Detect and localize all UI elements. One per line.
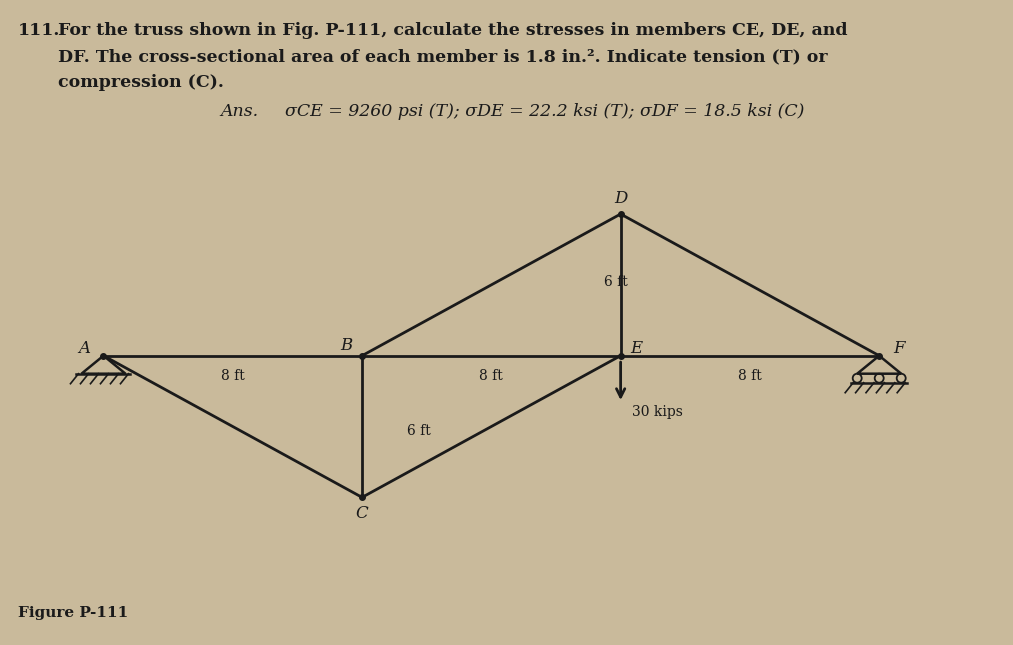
Text: For the truss shown in Fig. P-111, calculate the stresses in members CE, DE, and: For the truss shown in Fig. P-111, calcu… [58, 22, 848, 39]
Text: 6 ft: 6 ft [407, 424, 432, 438]
Text: 111.: 111. [18, 22, 61, 39]
Text: Figure P-111: Figure P-111 [18, 606, 129, 620]
Text: E: E [631, 340, 643, 357]
Text: 8 ft: 8 ft [479, 369, 503, 382]
Text: 30 kips: 30 kips [632, 405, 683, 419]
Text: 6 ft: 6 ft [605, 275, 628, 290]
Text: Ans.: Ans. [220, 103, 258, 120]
Text: compression (C).: compression (C). [58, 74, 224, 91]
Text: A: A [78, 340, 90, 357]
Text: F: F [892, 340, 905, 357]
Text: C: C [356, 506, 369, 522]
Text: σCE = 9260 psi (T); σDE = 22.2 ksi (T); σDF = 18.5 ksi (C): σCE = 9260 psi (T); σDE = 22.2 ksi (T); … [285, 103, 804, 120]
Text: B: B [339, 337, 353, 353]
Text: 8 ft: 8 ft [738, 369, 762, 382]
Text: D: D [614, 190, 627, 207]
Text: DF. The cross-sectional area of each member is 1.8 in.². Indicate tension (T) or: DF. The cross-sectional area of each mem… [58, 48, 828, 65]
Text: 8 ft: 8 ft [221, 369, 245, 382]
